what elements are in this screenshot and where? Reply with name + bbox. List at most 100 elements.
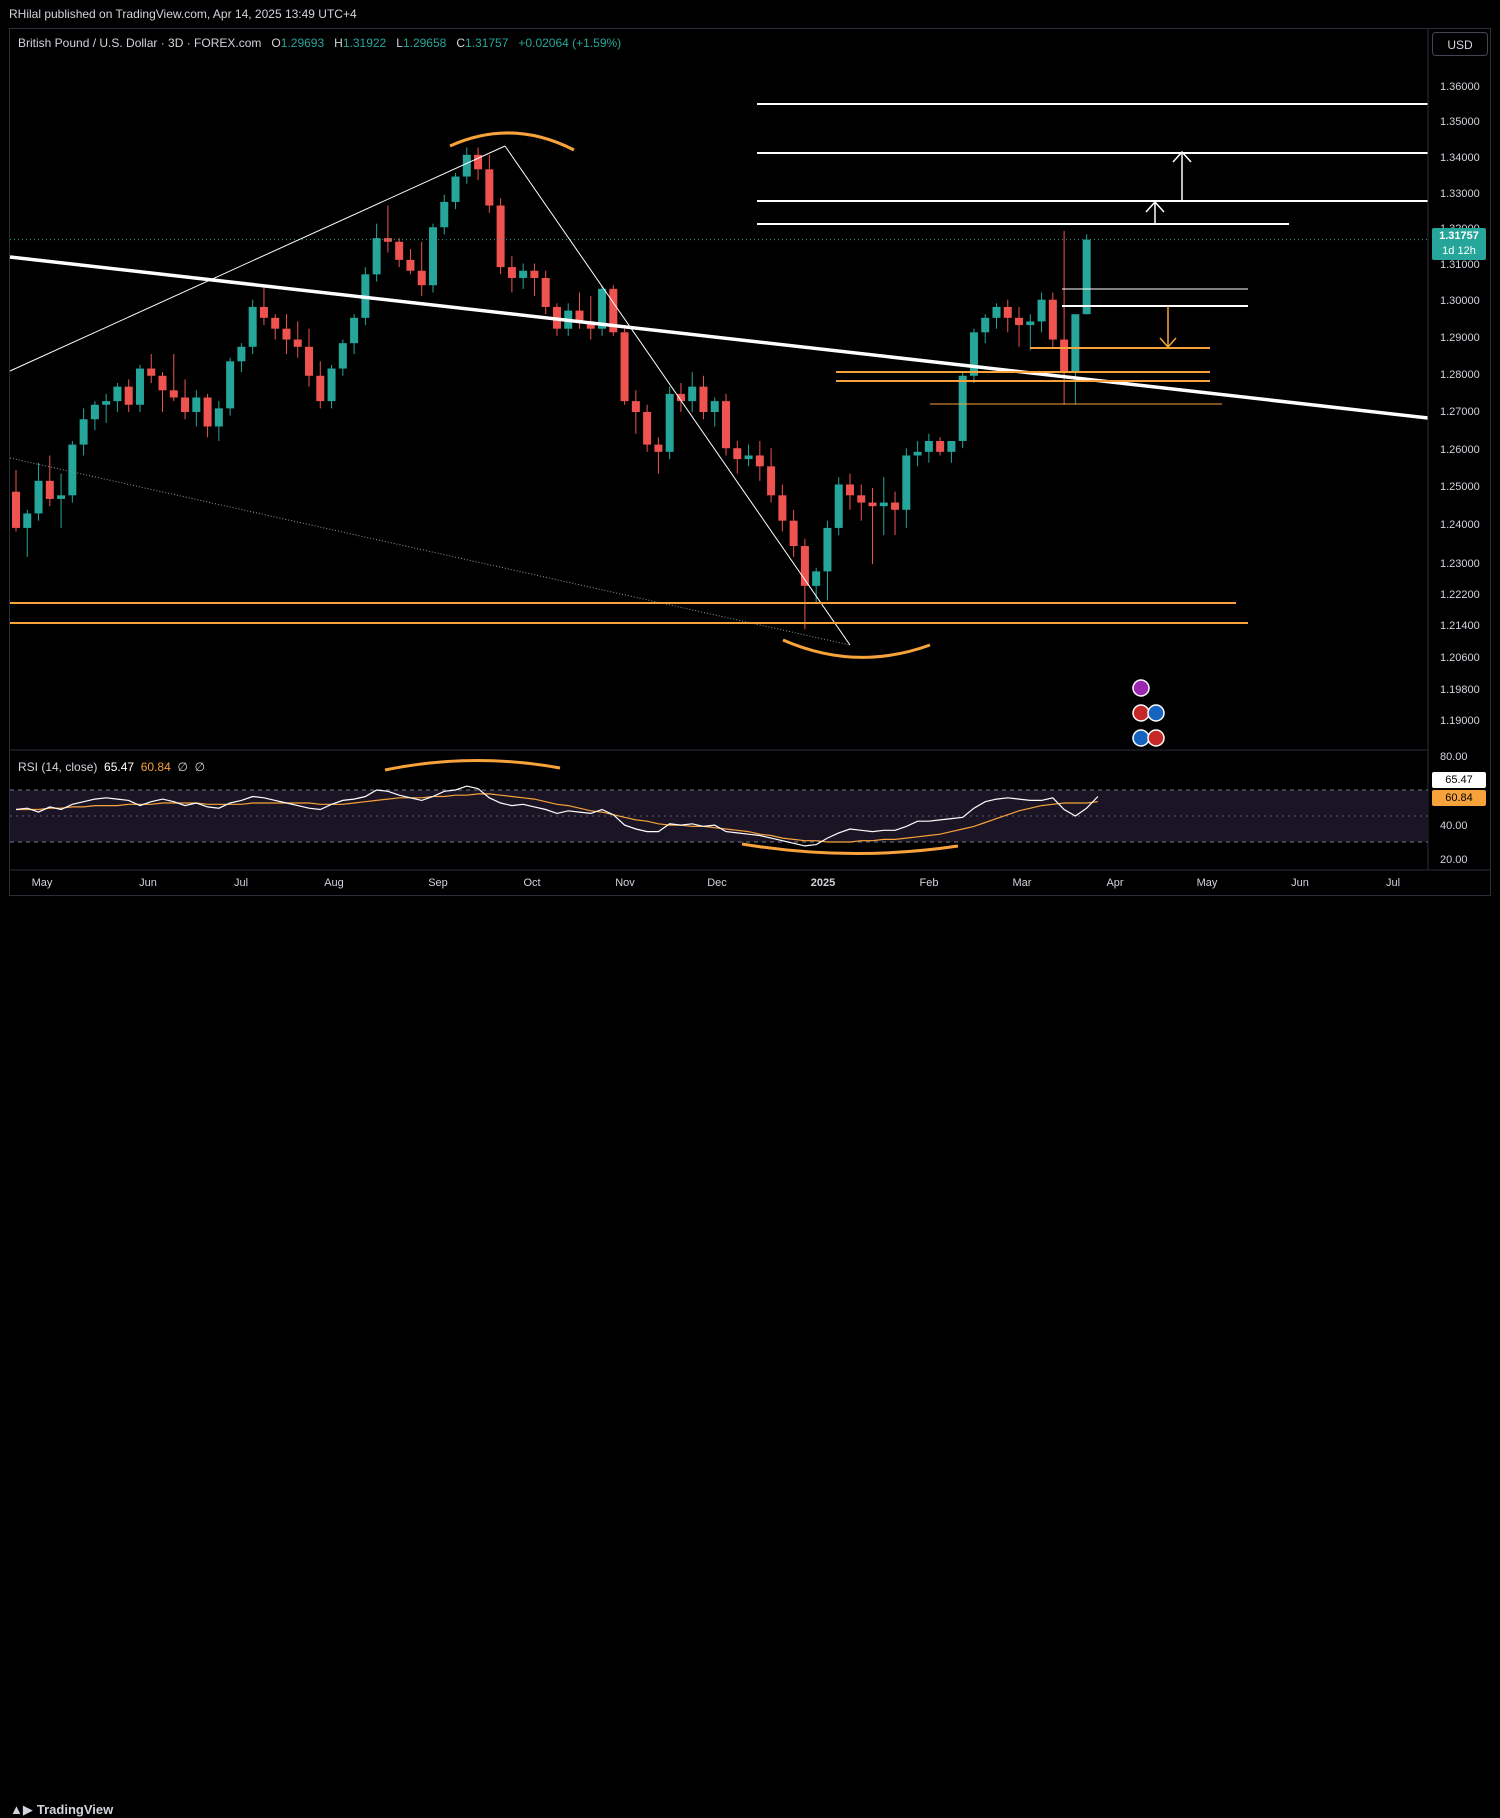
y-tick-label: 1.22200 bbox=[1440, 589, 1480, 601]
y-tick-label: 1.26000 bbox=[1440, 444, 1480, 456]
candle-body bbox=[958, 375, 967, 441]
candle-body bbox=[767, 466, 776, 496]
rsi-top-arc bbox=[384, 759, 561, 772]
tv-icon: ▲▶ bbox=[10, 1802, 33, 1817]
event-icon bbox=[1132, 704, 1150, 722]
candle-body bbox=[169, 390, 178, 398]
dotted-channel-line bbox=[9, 457, 851, 646]
candle-body bbox=[1037, 299, 1046, 322]
event-icon bbox=[1132, 729, 1150, 747]
rsi-legend[interactable]: RSI (14, close) 65.47 60.84 ∅ ∅ bbox=[18, 760, 205, 774]
low-value: 1.29658 bbox=[402, 36, 447, 50]
candle-body bbox=[79, 419, 88, 445]
y-tick-label: 1.33000 bbox=[1440, 188, 1480, 200]
y-tick-label: 1.19000 bbox=[1440, 715, 1480, 727]
rsi-label: RSI (14, close) bbox=[18, 760, 98, 774]
candle-body bbox=[902, 455, 911, 510]
candle-body bbox=[113, 386, 122, 402]
rsi-extra-1: ∅ bbox=[177, 760, 188, 774]
x-tick-label: Feb bbox=[920, 877, 939, 889]
candle-body bbox=[417, 270, 426, 286]
price-axis: 1.360001.350001.340001.330001.320001.310… bbox=[1440, 81, 1480, 727]
candle-body bbox=[462, 154, 471, 177]
candle-body bbox=[248, 306, 257, 347]
candle-body bbox=[406, 259, 415, 271]
candle-body bbox=[90, 404, 99, 420]
candle-body bbox=[23, 513, 32, 528]
high-value: 1.31922 bbox=[342, 36, 387, 50]
candle-body bbox=[237, 346, 246, 362]
candle-body bbox=[1071, 314, 1080, 373]
chart-panel[interactable] bbox=[9, 28, 1491, 896]
candle-body bbox=[857, 495, 866, 503]
candle-body bbox=[654, 444, 663, 452]
brand-name: TradingView bbox=[36, 1802, 114, 1817]
candle-body bbox=[598, 288, 607, 329]
candle-body bbox=[755, 455, 764, 467]
candle-body bbox=[147, 368, 156, 376]
rsi-bottom-arc bbox=[741, 842, 959, 856]
candle-body bbox=[507, 267, 516, 278]
candle-body bbox=[34, 480, 43, 514]
tradingview-logo[interactable]: ▲▶ TradingView bbox=[10, 1802, 113, 1818]
candle-body bbox=[383, 238, 392, 242]
candle-body bbox=[158, 375, 167, 391]
open-label: O bbox=[271, 36, 281, 50]
last-price-countdown: 1d 12h bbox=[1442, 245, 1476, 257]
last-price-label: 1.31757 1d 12h bbox=[1432, 228, 1486, 260]
candle-body bbox=[338, 343, 347, 369]
candle-body bbox=[541, 277, 550, 307]
candle-body bbox=[45, 480, 54, 499]
candle-body bbox=[485, 169, 494, 206]
candle-body bbox=[259, 306, 268, 318]
y-tick-label: 1.27000 bbox=[1440, 406, 1480, 418]
rsi-tick-label: 80.00 bbox=[1440, 751, 1468, 763]
candle-body bbox=[733, 448, 742, 460]
up-arrow-1-head bbox=[1145, 200, 1165, 213]
candle-body bbox=[913, 451, 922, 456]
candle-body bbox=[282, 328, 291, 340]
event-flag-icon bbox=[1147, 704, 1165, 722]
rsi-plot: 80.00 40.00 20.00 bbox=[10, 751, 1468, 866]
candle-body bbox=[1048, 299, 1057, 340]
chart-canvas[interactable]: 1.360001.350001.340001.330001.320001.310… bbox=[0, 0, 1500, 931]
x-tick-label: Jun bbox=[1291, 877, 1309, 889]
candle-body bbox=[68, 444, 77, 496]
time-axis: May Jun Jul Aug Sep Oct Nov Dec 2025 Feb Mar Apr May… bbox=[10, 29, 1490, 889]
candle-body bbox=[891, 502, 900, 510]
candle-body bbox=[57, 495, 66, 499]
change-value: +0.02064 (+1.59%) bbox=[518, 36, 622, 50]
candle-body bbox=[643, 412, 652, 445]
candle-body bbox=[575, 310, 584, 322]
y-tick-label: 1.36000 bbox=[1440, 81, 1480, 93]
x-tick-label: Mar bbox=[1013, 877, 1032, 889]
decline-line bbox=[504, 145, 851, 646]
candle-body bbox=[1026, 321, 1035, 326]
y-tick-label: 1.30000 bbox=[1440, 295, 1480, 307]
rsi-extra-2: ∅ bbox=[194, 760, 206, 774]
candle-body bbox=[428, 227, 437, 286]
x-tick-label: Jul bbox=[234, 877, 248, 889]
candle-body bbox=[372, 238, 381, 275]
footer: ▲▶ TradingView bbox=[0, 897, 1500, 1817]
x-tick-label: Aug bbox=[324, 877, 344, 889]
candle-body bbox=[992, 306, 1001, 318]
candle-body bbox=[722, 401, 731, 449]
y-tick-label: 1.20600 bbox=[1440, 652, 1480, 664]
currency-button[interactable]: USD bbox=[1432, 32, 1488, 56]
open-value: 1.29693 bbox=[280, 36, 325, 50]
y-tick-label: 1.34000 bbox=[1440, 152, 1480, 164]
rsi-tick-label: 40.00 bbox=[1440, 820, 1468, 832]
candle-body bbox=[778, 495, 787, 521]
symbol-legend[interactable]: British Pound / U.S. Dollar · 3D · FOREX… bbox=[18, 36, 621, 50]
candle-body bbox=[271, 317, 280, 329]
economic-event-icons bbox=[1132, 679, 1165, 747]
x-tick-label: 2025 bbox=[811, 877, 835, 889]
candle-body bbox=[879, 502, 888, 507]
y-tick-label: 1.23000 bbox=[1440, 558, 1480, 570]
x-tick-label: May bbox=[32, 877, 53, 889]
candle-body bbox=[316, 375, 325, 402]
candle-body bbox=[214, 408, 223, 427]
candle-body bbox=[586, 321, 595, 329]
rsi-ma-value: 60.84 bbox=[140, 760, 171, 774]
